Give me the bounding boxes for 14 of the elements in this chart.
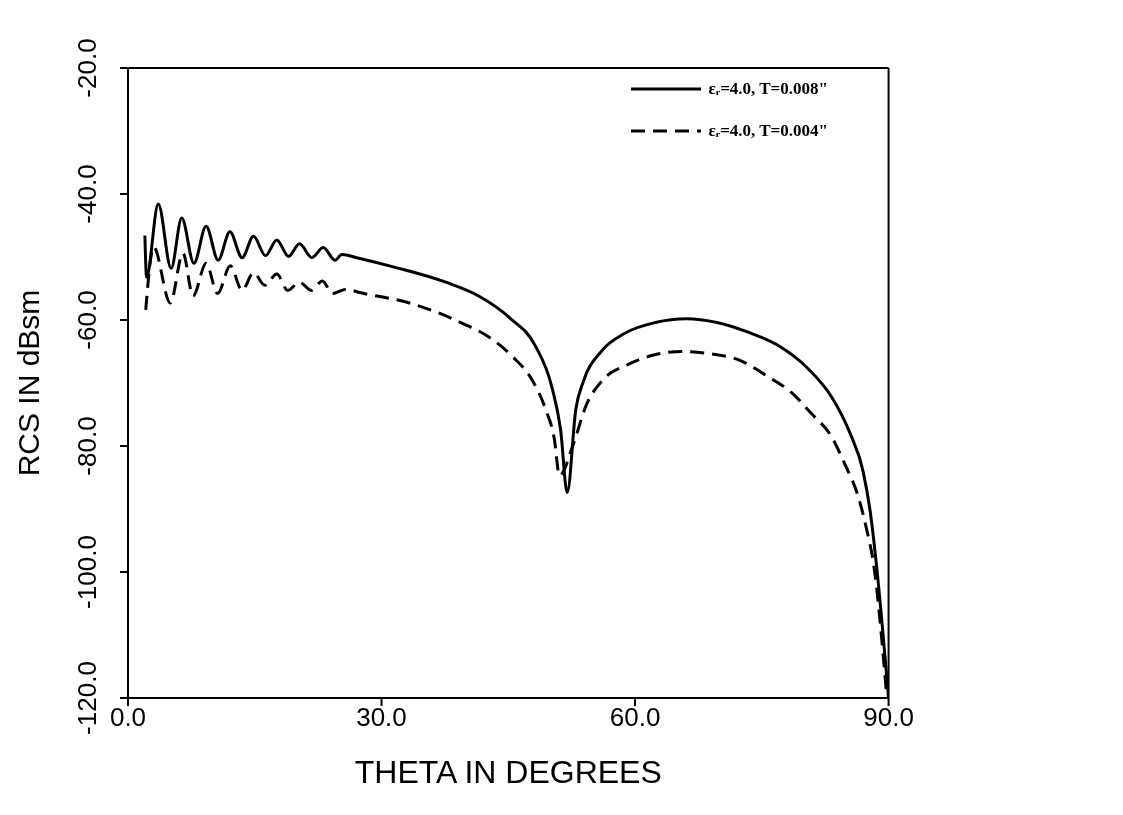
x-axis-title: THETA IN DEGREES (354, 754, 662, 790)
y-tick-label: -120.0 (72, 661, 102, 735)
y-tick-label: -80.0 (72, 416, 102, 476)
y-tick-label: -40.0 (72, 164, 102, 224)
y-tick-label: -20.0 (72, 38, 102, 98)
y-axis-title: RCS IN dBsm (11, 289, 45, 477)
y-tick-label: -60.0 (72, 290, 102, 350)
legend-label: εᵣ=4.0, T=0.004" (708, 121, 828, 141)
x-tick-label: 0.0 (109, 702, 147, 733)
x-tick-label: 60.0 (609, 702, 661, 733)
x-tick-label: 90.0 (863, 702, 914, 733)
legend-label: εᵣ=4.0, T=0.008" (708, 79, 828, 99)
y-tick-label: -100.0 (72, 535, 102, 609)
x-tick-label: 30.0 (356, 702, 407, 733)
